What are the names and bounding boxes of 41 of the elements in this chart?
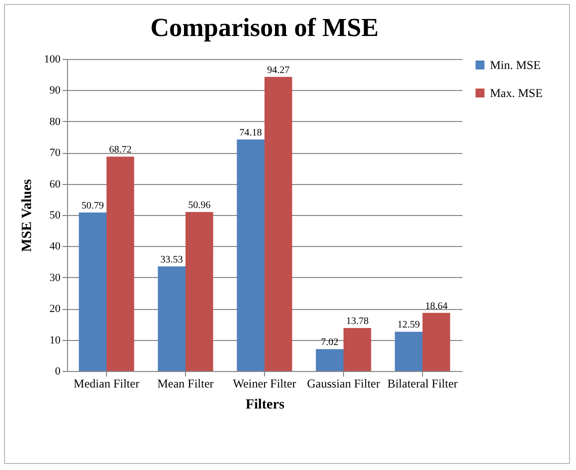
chart-title: Comparison of MSE	[150, 13, 379, 42]
y-tick-label: 80	[50, 116, 61, 128]
x-tick-label: Weiner Filter	[232, 376, 296, 390]
legend-label: Max. MSE	[490, 86, 543, 100]
data-label: 50.96	[188, 200, 211, 212]
data-label: 94.27	[267, 64, 290, 76]
data-label: 13.78	[346, 316, 369, 328]
y-tick-label: 30	[50, 272, 61, 284]
x-axis-title: Filters	[246, 398, 285, 412]
bar	[344, 328, 372, 371]
bar	[236, 140, 264, 371]
y-tick-label: 0	[55, 366, 61, 378]
y-tick-label: 100	[44, 54, 61, 66]
data-label: 18.64	[425, 300, 448, 312]
y-axis-title: MSE Values	[20, 178, 35, 252]
data-label: 74.18	[239, 128, 262, 139]
x-tick-label: Bilateral Filter	[387, 376, 458, 390]
legend-label: Min. MSE	[490, 58, 541, 72]
y-tick-label: 60	[50, 178, 61, 190]
x-tick-label: Mean Filter	[157, 376, 214, 390]
data-label: 50.79	[81, 200, 104, 212]
bar	[78, 212, 106, 371]
bar	[422, 312, 450, 371]
data-label: 33.53	[160, 254, 183, 266]
bar	[158, 266, 186, 371]
bar	[394, 332, 422, 371]
bar	[316, 349, 344, 371]
x-tick-label: Median Filter	[74, 376, 140, 390]
y-tick-label: 90	[50, 84, 61, 97]
data-label: 12.59	[397, 320, 420, 331]
bar	[264, 76, 292, 371]
y-tick-label: 10	[50, 334, 61, 346]
y-tick-label: 40	[50, 240, 61, 253]
x-tick-label: Gaussian Filter	[307, 376, 380, 390]
y-tick-label: 70	[50, 147, 61, 160]
data-label: 7.02	[320, 337, 338, 348]
y-tick-label: 20	[50, 303, 61, 316]
data-label: 68.72	[109, 144, 132, 156]
bar	[106, 156, 134, 371]
bar	[186, 212, 214, 371]
y-tick-label: 50	[50, 210, 61, 222]
